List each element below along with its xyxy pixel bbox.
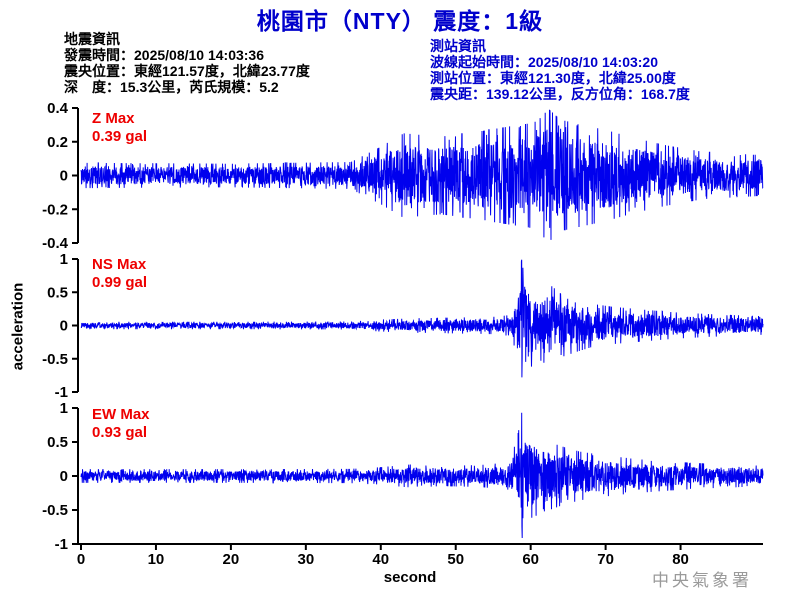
x-tick-label: 40 xyxy=(372,551,389,568)
y-tick-label-Z: -0.4 xyxy=(42,235,69,252)
ew-max-annotation: EW Max 0.93 gal xyxy=(92,406,150,442)
ns-max-value: 0.99 gal xyxy=(92,274,148,291)
y-tick-label-EW: 0 xyxy=(60,468,68,485)
ew-max-label: EW Max xyxy=(92,406,150,423)
y-tick-label-EW: 1 xyxy=(60,400,68,417)
x-tick-label: 50 xyxy=(447,551,464,568)
y-tick-label-EW: -0.5 xyxy=(42,502,68,519)
z-max-annotation: Z Max 0.39 gal xyxy=(92,110,147,146)
y-tick-label-Z: 0.2 xyxy=(47,134,68,151)
ns-max-label: NS Max xyxy=(92,256,147,273)
x-tick-label: 70 xyxy=(597,551,614,568)
earthquake-info-block: 地震資訊 發震時間：2025/08/10 14:03:36 震央位置：東經121… xyxy=(64,31,310,95)
y-tick-label-NS: 0.5 xyxy=(47,284,68,301)
z-max-label: Z Max xyxy=(92,110,135,127)
earthquake-info-header: 地震資訊 xyxy=(64,31,120,47)
depth-magnitude-line: 深 度：15.3公里，芮氏規模：5.2 xyxy=(64,79,279,95)
y-tick-label-NS: -1 xyxy=(55,384,68,401)
ns-max-annotation: NS Max 0.99 gal xyxy=(92,256,147,292)
y-tick-label-Z: -0.2 xyxy=(42,201,68,218)
waveform-EW xyxy=(80,412,764,539)
x-tick-label: 60 xyxy=(522,551,539,568)
ew-max-value: 0.93 gal xyxy=(92,424,148,441)
x-axis-title: second xyxy=(383,569,437,586)
epicentral-distance-line: 震央距：139.12公里，反方位角：168.7度 xyxy=(430,86,690,102)
y-tick-label-EW: -1 xyxy=(55,536,68,553)
y-axis-title: acceleration xyxy=(9,282,27,371)
agency-watermark: 中央氣象署 xyxy=(652,571,752,590)
station-location-line: 測站位置：東經121.30度，北緯25.00度 xyxy=(430,70,676,86)
y-tick-label-Z: 0 xyxy=(60,168,68,185)
y-tick-label-Z: 0.4 xyxy=(47,100,69,117)
x-tick-label: 80 xyxy=(672,551,689,568)
x-tick-label: 0 xyxy=(77,551,85,568)
station-info-header: 測站資訊 xyxy=(430,38,486,54)
x-tick-label: 20 xyxy=(223,551,240,568)
y-tick-label-EW: 0.5 xyxy=(47,434,68,451)
waveform-Z xyxy=(80,109,764,240)
y-tick-label-NS: -0.5 xyxy=(42,351,68,368)
page-title: 桃園市（NTY） 震度：1級 xyxy=(256,8,544,34)
y-tick-label-NS: 1 xyxy=(60,251,68,268)
waveform-NS xyxy=(80,259,764,378)
station-info-block: 測站資訊 波線起始時間：2025/08/10 14:03:20 測站位置：東經1… xyxy=(430,38,690,102)
origin-time-line: 發震時間：2025/08/10 14:03:36 xyxy=(64,47,264,63)
z-max-value: 0.39 gal xyxy=(92,128,148,145)
x-tick-label: 30 xyxy=(297,551,314,568)
x-tick-label: 10 xyxy=(148,551,165,568)
trace-start-time-line: 波線起始時間：2025/08/10 14:03:20 xyxy=(430,54,658,70)
epicenter-location-line: 震央位置：東經121.57度，北緯23.77度 xyxy=(64,63,310,79)
y-tick-label-NS: 0 xyxy=(60,318,68,335)
